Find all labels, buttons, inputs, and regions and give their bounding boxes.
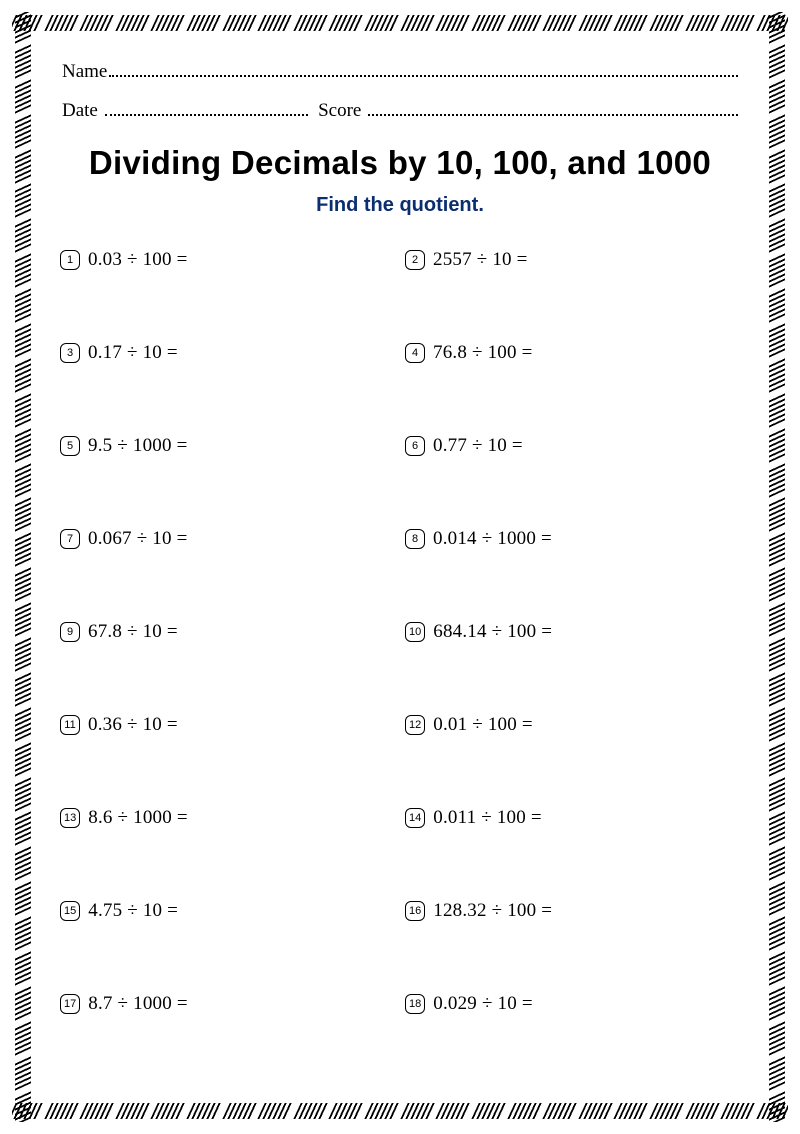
problem-item: 2 2557 ÷ 10 = (405, 249, 740, 271)
problem-item: 3 0.17 ÷ 10 = (60, 342, 395, 364)
header-fields: Name Date Score (50, 50, 750, 122)
problem-number-badge: 3 (60, 343, 80, 363)
problem-number-badge: 7 (60, 529, 80, 549)
problem-item: 9 67.8 ÷ 10 = (60, 621, 395, 643)
problem-item: 16 128.32 ÷ 100 = (405, 900, 740, 922)
problem-expression: 0.36 ÷ 10 = (88, 714, 178, 736)
problem-expression: 0.067 ÷ 10 = (88, 528, 188, 550)
problem-number-badge: 18 (405, 994, 425, 1014)
problem-item: 15 4.75 ÷ 10 = (60, 900, 395, 922)
problem-number-badge: 1 (60, 250, 80, 270)
problem-expression: 128.32 ÷ 100 = (433, 900, 552, 922)
problem-number-badge: 11 (60, 715, 80, 735)
problem-expression: 76.8 ÷ 100 = (433, 342, 533, 364)
problem-item: 18 0.029 ÷ 10 = (405, 993, 740, 1015)
problem-expression: 4.75 ÷ 10 = (88, 900, 178, 922)
problem-expression: 0.029 ÷ 10 = (433, 993, 533, 1015)
problem-expression: 8.7 ÷ 1000 = (88, 993, 188, 1015)
problem-expression: 2557 ÷ 10 = (433, 249, 528, 271)
problem-item: 6 0.77 ÷ 10 = (405, 435, 740, 457)
problem-number-badge: 5 (60, 436, 80, 456)
score-line[interactable] (368, 97, 738, 116)
problem-number-badge: 10 (405, 622, 425, 642)
page-title: Dividing Decimals by 10, 100, and 1000 (50, 144, 750, 182)
border-bottom (12, 1100, 788, 1122)
problem-item: 4 76.8 ÷ 100 = (405, 342, 740, 364)
problem-number-badge: 13 (60, 808, 80, 828)
problem-item: 1 0.03 ÷ 100 = (60, 249, 395, 271)
problem-number-badge: 8 (405, 529, 425, 549)
problem-expression: 0.03 ÷ 100 = (88, 249, 188, 271)
problem-item: 12 0.01 ÷ 100 = (405, 714, 740, 736)
problem-number-badge: 9 (60, 622, 80, 642)
border-left (12, 12, 34, 1122)
problem-number-badge: 17 (60, 994, 80, 1014)
problem-item: 10 684.14 ÷ 100 = (405, 621, 740, 643)
problem-expression: 67.8 ÷ 10 = (88, 621, 178, 643)
problem-number-badge: 4 (405, 343, 425, 363)
worksheet-content: Name Date Score Dividing Decimals by 10,… (50, 50, 750, 1084)
problem-expression: 0.17 ÷ 10 = (88, 342, 178, 364)
score-label: Score (318, 100, 361, 122)
problem-number-badge: 6 (405, 436, 425, 456)
name-field-row: Name (62, 58, 738, 83)
problems-grid: 10.03 ÷ 100 =22557 ÷ 10 =30.17 ÷ 10 =476… (50, 245, 750, 1019)
date-line[interactable] (105, 97, 308, 116)
date-label: Date (62, 100, 98, 122)
date-score-row: Date Score (62, 97, 738, 122)
name-label: Name (62, 61, 107, 83)
problem-expression: 0.011 ÷ 100 = (433, 807, 542, 829)
problem-number-badge: 12 (405, 715, 425, 735)
border-top (12, 12, 788, 34)
problem-number-badge: 15 (60, 901, 80, 921)
problem-number-badge: 14 (405, 808, 425, 828)
problem-expression: 8.6 ÷ 1000 = (88, 807, 188, 829)
problem-expression: 9.5 ÷ 1000 = (88, 435, 188, 457)
problem-expression: 684.14 ÷ 100 = (433, 621, 552, 643)
problem-item: 14 0.011 ÷ 100 = (405, 807, 740, 829)
problem-number-badge: 2 (405, 250, 425, 270)
problem-expression: 0.014 ÷ 1000 = (433, 528, 552, 550)
name-line[interactable] (109, 58, 738, 77)
problem-item: 7 0.067 ÷ 10 = (60, 528, 395, 550)
problem-item: 5 9.5 ÷ 1000 = (60, 435, 395, 457)
border-right (766, 12, 788, 1122)
problem-expression: 0.01 ÷ 100 = (433, 714, 533, 736)
problem-item: 11 0.36 ÷ 10 = (60, 714, 395, 736)
page-subtitle: Find the quotient. (50, 194, 750, 217)
problem-number-badge: 16 (405, 901, 425, 921)
problem-item: 17 8.7 ÷ 1000 = (60, 993, 395, 1015)
problem-item: 8 0.014 ÷ 1000 = (405, 528, 740, 550)
problem-item: 13 8.6 ÷ 1000 = (60, 807, 395, 829)
problem-expression: 0.77 ÷ 10 = (433, 435, 523, 457)
